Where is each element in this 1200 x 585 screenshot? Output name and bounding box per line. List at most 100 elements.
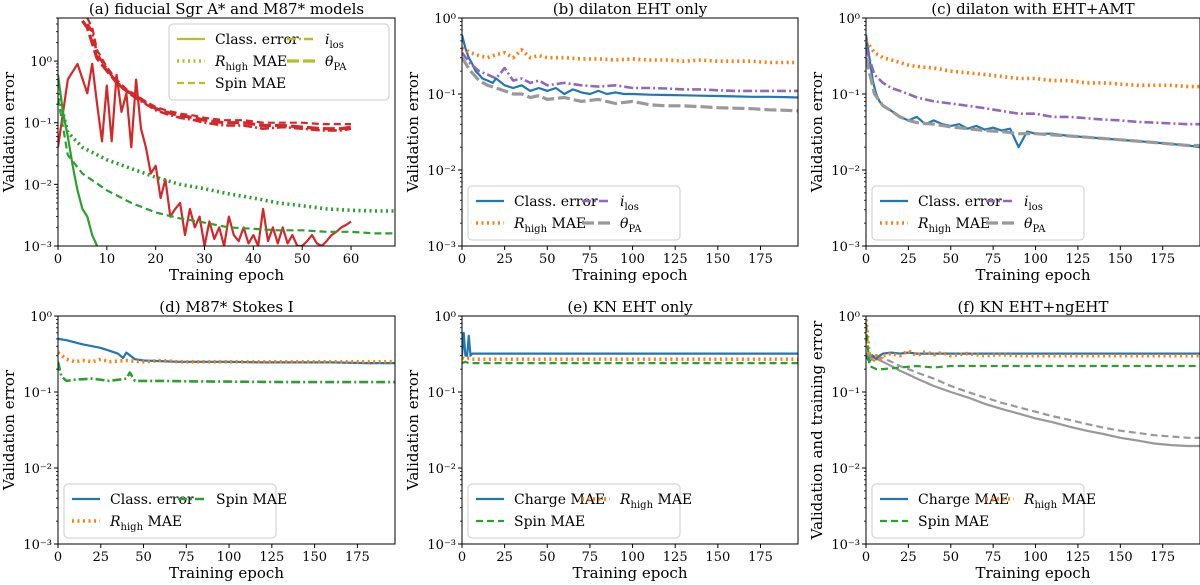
x-tick-label: 100 (1023, 550, 1048, 565)
series-line (462, 331, 798, 357)
legend-label: ilos (325, 32, 344, 51)
x-tick-label: 25 (496, 550, 513, 565)
x-tick-label: 40 (245, 252, 262, 267)
legend: Class. error Rhigh MAE Spin MAE (63, 483, 287, 539)
series-line (462, 356, 798, 362)
x-tick-label: 175 (345, 550, 370, 565)
x-tick-label: 0 (458, 252, 466, 267)
legend-box (168, 23, 390, 101)
legend-label: Spin MAE (216, 492, 287, 508)
axes-frame (57, 315, 396, 545)
y-tick-label: 10⁻² (427, 164, 456, 179)
series-line (866, 319, 1200, 364)
legend-label: Rhigh MAE (1023, 492, 1096, 511)
series-line (866, 47, 1200, 126)
x-tick-label: 10 (99, 252, 116, 267)
x-tick-label: 50 (135, 550, 152, 565)
legend-label: Rhigh MAE (917, 216, 990, 235)
y-tick-label: 10⁻² (831, 462, 860, 477)
y-tick-label: 10⁻¹ (23, 117, 52, 132)
x-tick-label: 0 (862, 252, 870, 267)
y-tick-label: 10⁰ (30, 55, 52, 70)
series-line (866, 351, 1200, 363)
panel-title: (a) fiducial Sgr A* and M87* models (89, 0, 364, 18)
x-tick-label: 50 (539, 252, 556, 267)
legend-box (871, 483, 1085, 539)
x-axis-label: Training epoch (976, 564, 1091, 582)
y-tick-label: 10⁰ (30, 310, 52, 325)
series-line (866, 34, 1200, 149)
x-tick-label: 150 (1108, 252, 1133, 267)
series-group (866, 34, 1200, 149)
series-group (462, 331, 798, 365)
x-tick-label: 150 (705, 550, 730, 565)
panel-b: (b) dilaton EHT only 0 25 50 75 100 125 150 175 1… (404, 0, 799, 284)
y-tick-label: 10⁰ (434, 310, 456, 325)
y-tick-label: 10⁻³ (23, 538, 52, 553)
x-tick-label: 60 (343, 252, 360, 267)
legend: Class. error Rhigh MAE ilos θPA (871, 185, 1085, 241)
legend-box (63, 483, 277, 539)
y-tick-label: 10⁻³ (427, 240, 456, 255)
series-group (866, 319, 1200, 448)
y-tick-label: 10⁻¹ (427, 88, 456, 103)
axes-frame (865, 315, 1200, 545)
x-tick-label: 50 (539, 550, 556, 565)
legend-label: Rhigh MAE (214, 54, 287, 73)
x-axis-label: Training epoch (169, 266, 284, 284)
legend-label: Rhigh MAE (109, 514, 182, 533)
x-tick-label: 0 (458, 550, 466, 565)
legend: Charge MAE Spin MAE Rhigh MAE (871, 483, 1096, 539)
x-tick-label: 50 (294, 252, 311, 267)
y-tick-label: 10⁻² (427, 462, 456, 477)
y-tick-label: 10⁰ (838, 12, 860, 27)
x-tick-label: 25 (92, 550, 109, 565)
legend-label: Charge MAE (514, 492, 605, 508)
legend-box (467, 185, 681, 241)
y-axis-label: Validation error (0, 71, 18, 193)
x-axis-label: Training epoch (976, 266, 1091, 284)
axes-frame (461, 17, 799, 247)
x-tick-label: 175 (748, 252, 773, 267)
legend: Class. error Rhigh MAE ilos θPA (467, 185, 681, 241)
x-tick-label: 75 (582, 550, 599, 565)
y-tick-label: 10⁻³ (427, 538, 456, 553)
x-tick-label: 100 (217, 550, 242, 565)
legend-label: Spin MAE (215, 76, 286, 92)
legend-label: θPA (620, 216, 642, 235)
panel-c: (c) dilaton with EHT+AMT 0 25 50 75 100 125 150… (808, 0, 1200, 284)
x-tick-label: 0 (54, 550, 62, 565)
y-tick-label: 10⁰ (434, 12, 456, 27)
panel-title: (b) dilaton EHT only (553, 0, 708, 18)
x-tick-label: 125 (663, 550, 688, 565)
legend-label: Class. error (918, 194, 1002, 210)
x-tick-label: 125 (259, 550, 284, 565)
axes-frame (865, 17, 1200, 247)
legend-label: Class. error (514, 194, 598, 210)
y-tick-label: 10⁻¹ (23, 386, 52, 401)
y-tick-label: 10⁻³ (831, 240, 860, 255)
x-tick-label: 175 (1150, 550, 1175, 565)
legend-box (467, 483, 681, 539)
legend-box (871, 185, 1085, 241)
series-line (866, 323, 1200, 371)
x-tick-label: 175 (1150, 252, 1175, 267)
legend-label: θPA (1024, 216, 1046, 235)
legend-label: θPA (325, 54, 347, 73)
x-tick-label: 50 (942, 252, 959, 267)
x-tick-label: 0 (54, 252, 62, 267)
panel-d: (d) M87* Stokes I 0 25 50 75 100 125 150 175 10⁻³… (0, 298, 396, 582)
y-axis-label: Validation error (0, 369, 18, 491)
series-group (58, 18, 395, 246)
y-tick-label: 10⁻² (831, 164, 860, 179)
panel-title: (c) dilaton with EHT+AMT (931, 0, 1134, 18)
series-line (462, 34, 798, 99)
legend-label: Rhigh MAE (619, 492, 692, 511)
x-tick-label: 175 (748, 550, 773, 565)
panel-title: (f) KN EHT+ngEHT (957, 298, 1108, 316)
x-tick-label: 100 (620, 252, 645, 267)
y-axis-label: Validation error (404, 71, 422, 193)
x-tick-label: 125 (1066, 550, 1091, 565)
legend-label: Charge MAE (918, 492, 1009, 508)
